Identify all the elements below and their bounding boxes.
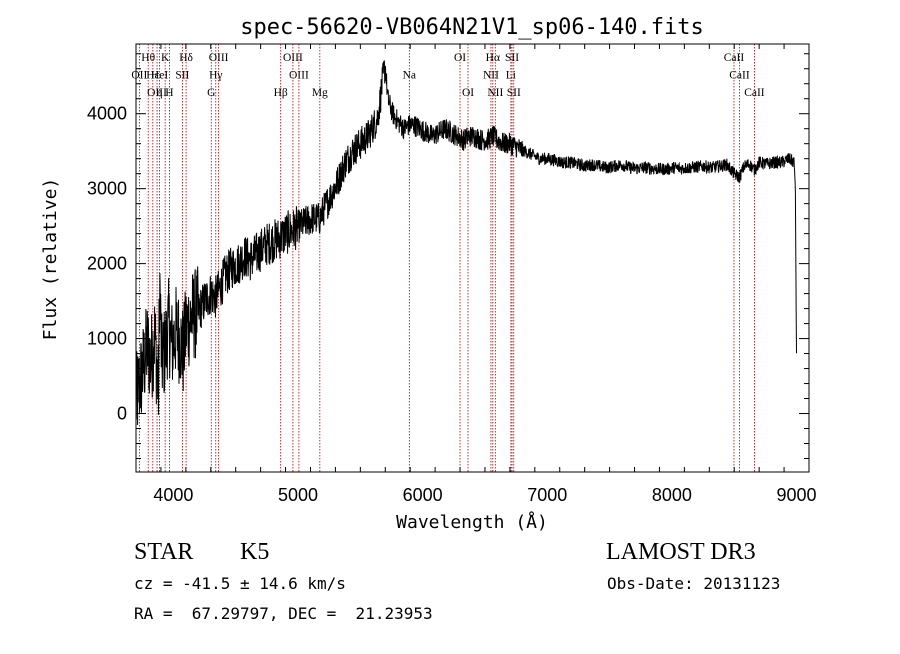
emission-line-label: OI — [462, 87, 474, 99]
emission-line-label: OII — [131, 70, 147, 82]
x-axis-ticks: 4000 5000 6000 7000 8000 9000 — [135, 44, 817, 505]
emission-line-label: SII — [507, 87, 521, 99]
y-tick-label: 3000 — [87, 179, 127, 199]
survey-name: LAMOST DR3 — [606, 539, 756, 565]
emission-line-label: NII — [483, 70, 499, 82]
emission-line-label: HeI — [151, 70, 168, 82]
x-tick-label: 8000 — [652, 485, 692, 505]
spectrum-line — [135, 60, 797, 426]
y-tick-label: 4000 — [87, 104, 127, 124]
emission-line-label: Hγ — [209, 70, 222, 82]
redshift-readout: cz = -41.5 ± 14.6 km/s — [134, 574, 346, 593]
object-subclass: K5 — [240, 539, 270, 565]
spectrum-series — [135, 60, 797, 426]
x-axis-label: Wavelength (Å) — [396, 511, 548, 533]
observation-date: Obs-Date: 20131123 — [607, 574, 781, 593]
y-tick-label: 2000 — [87, 254, 127, 274]
emission-line-label: H — [165, 87, 173, 99]
emission-line-label: Hα — [486, 52, 500, 64]
emission-line-label: OI — [454, 52, 466, 64]
y-axis-ticks: 0 1000 2000 3000 4000 — [87, 53, 809, 460]
x-tick-label: 5000 — [278, 485, 318, 505]
emission-line-markers — [138, 44, 755, 472]
plot-frame — [135, 43, 810, 473]
y-axis-label: Flux (relative) — [40, 178, 61, 341]
emission-line-label: Li — [506, 70, 516, 82]
emission-line-label: CaII — [744, 87, 765, 99]
emission-line-label: Hε — [146, 70, 159, 82]
emission-line-label: Hθ — [141, 52, 155, 64]
object-class: STAR — [134, 539, 194, 565]
emission-line-label: OIII — [289, 70, 309, 82]
emission-line-label: G — [207, 87, 215, 99]
emission-line-label: SII — [175, 70, 189, 82]
y-tick-label: 0 — [117, 404, 127, 424]
x-tick-label: 7000 — [527, 485, 567, 505]
x-tick-label: 9000 — [777, 485, 817, 505]
emission-line-label: NII — [487, 87, 503, 99]
emission-line-label: SII — [505, 52, 519, 64]
emission-line-label: OIII — [283, 52, 303, 64]
x-tick-label: 6000 — [403, 485, 443, 505]
emission-line-label: η — [157, 87, 163, 99]
emission-line-label: Mg — [312, 87, 328, 99]
emission-line-label: Hβ — [274, 87, 288, 99]
emission-line-label: CaII — [729, 70, 750, 82]
emission-line-label: Hδ — [179, 52, 193, 64]
emission-line-label: OIII — [147, 87, 167, 99]
emission-line-label: Na — [403, 70, 416, 82]
coordinates-readout: RA = 67.29797, DEC = 21.23953 — [134, 604, 433, 623]
emission-line-label: K — [161, 52, 170, 64]
x-tick-label: 4000 — [153, 485, 193, 505]
chart-title: spec-56620-VB064N21V1_sp06-140.fits — [240, 15, 704, 40]
y-tick-label: 1000 — [87, 329, 127, 349]
emission-line-label: CaII — [724, 52, 745, 64]
emission-line-label: OIII — [209, 52, 229, 64]
